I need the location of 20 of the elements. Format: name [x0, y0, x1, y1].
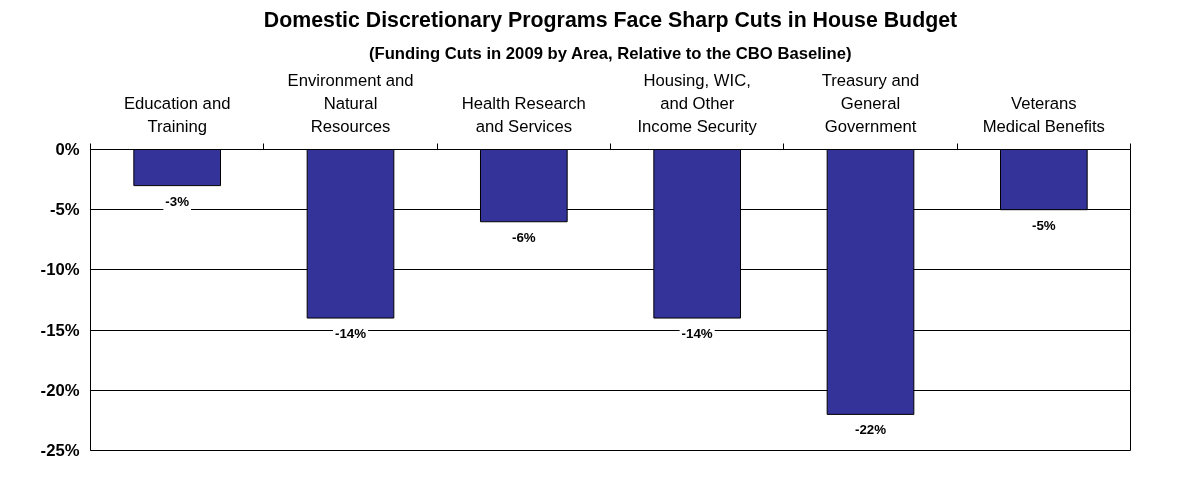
data-label: -14% [334, 326, 367, 342]
y-tick-label: -5% [49, 200, 80, 220]
x-tick-label: Treasury and General Government [821, 70, 920, 136]
y-tick-label: -15% [40, 320, 80, 340]
x-tick-label: Education and Training [123, 93, 231, 136]
chart-subtitle: (Funding Cuts in 2009 by Area, Relative to the CBO Baseline) [368, 43, 852, 63]
data-label: -5% [1031, 217, 1056, 233]
x-tick-label: Veterans Medical Benefits [982, 93, 1105, 136]
x-tick-label: Environment and Natural Resources [287, 70, 414, 136]
y-tick-label: -20% [40, 380, 80, 400]
data-label: -6% [511, 229, 536, 245]
data-label: -14% [681, 326, 713, 342]
chart-title: Domestic Discretionary Programs Face Sharp Cuts in House Budget [263, 7, 958, 32]
x-tick-label: Housing, WIC, and Other Income Security [637, 70, 758, 136]
y-tick-label: -25% [40, 441, 80, 460]
x-tick-label: Health Research and Services [461, 93, 586, 136]
y-tick-label: -10% [40, 260, 80, 280]
y-tick-label: 0% [55, 140, 80, 159]
data-label: -22% [854, 422, 887, 438]
data-label: -3% [165, 193, 190, 209]
